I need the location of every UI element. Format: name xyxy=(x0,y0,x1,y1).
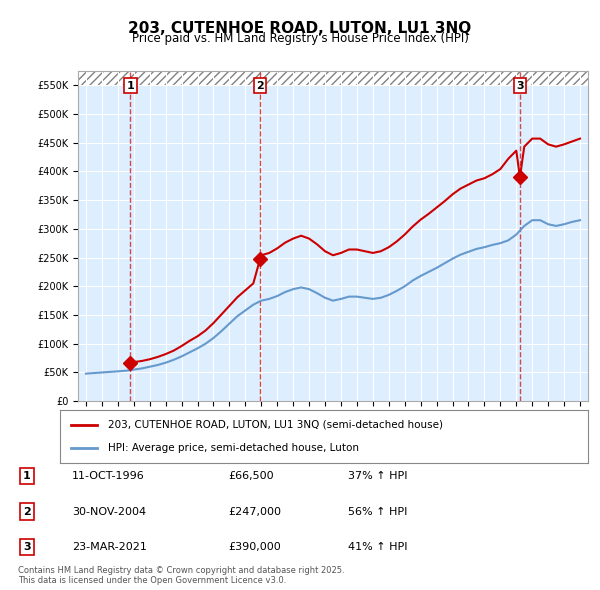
Text: HPI: Average price, semi-detached house, Luton: HPI: Average price, semi-detached house,… xyxy=(107,443,359,453)
Text: Price paid vs. HM Land Registry's House Price Index (HPI): Price paid vs. HM Land Registry's House … xyxy=(131,32,469,45)
Text: 30-NOV-2004: 30-NOV-2004 xyxy=(72,507,146,516)
Text: 3: 3 xyxy=(516,81,524,91)
Text: £247,000: £247,000 xyxy=(228,507,281,516)
Text: £390,000: £390,000 xyxy=(228,542,281,552)
Text: £66,500: £66,500 xyxy=(228,471,274,481)
Text: 56% ↑ HPI: 56% ↑ HPI xyxy=(348,507,407,516)
Bar xyxy=(78,71,588,85)
Text: 1: 1 xyxy=(127,81,134,91)
Text: 41% ↑ HPI: 41% ↑ HPI xyxy=(348,542,407,552)
Text: 203, CUTENHOE ROAD, LUTON, LU1 3NQ: 203, CUTENHOE ROAD, LUTON, LU1 3NQ xyxy=(128,21,472,35)
Text: 37% ↑ HPI: 37% ↑ HPI xyxy=(348,471,407,481)
Text: 1: 1 xyxy=(23,471,31,481)
Text: 23-MAR-2021: 23-MAR-2021 xyxy=(72,542,147,552)
Text: 11-OCT-1996: 11-OCT-1996 xyxy=(72,471,145,481)
Text: 203, CUTENHOE ROAD, LUTON, LU1 3NQ (semi-detached house): 203, CUTENHOE ROAD, LUTON, LU1 3NQ (semi… xyxy=(107,420,443,430)
Text: 3: 3 xyxy=(23,542,31,552)
Text: 2: 2 xyxy=(23,507,31,516)
Text: Contains HM Land Registry data © Crown copyright and database right 2025.
This d: Contains HM Land Registry data © Crown c… xyxy=(18,566,344,585)
Text: 2: 2 xyxy=(256,81,264,91)
